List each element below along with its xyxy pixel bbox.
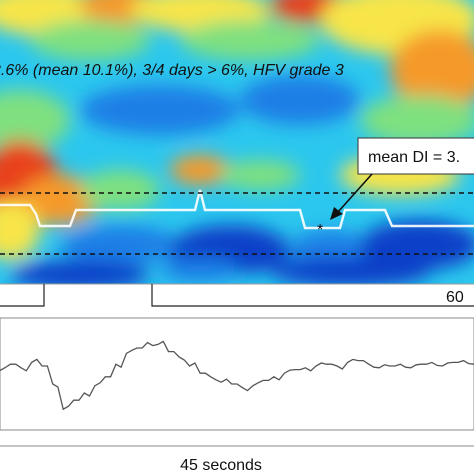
heatmap-blob — [180, 20, 320, 60]
trace-panel — [0, 317, 474, 431]
callout: mean DI = 3. — [330, 137, 474, 220]
heatmap-blob — [0, 90, 70, 150]
heatmap-blob — [390, 30, 474, 110]
heatmap-blobs — [0, 0, 474, 284]
heatmap-blob — [220, 160, 300, 190]
bracket-right-label: 60 — [446, 289, 464, 306]
trace-line — [0, 340, 474, 411]
heatmap-blob — [10, 260, 150, 284]
heatmap-blob — [160, 258, 240, 282]
heatmap-blob — [60, 225, 180, 265]
callout-arrow-line — [337, 173, 373, 213]
heatmap-blob — [30, 20, 150, 60]
heatmap-blob — [360, 95, 474, 145]
heatmap-blob — [170, 155, 230, 185]
heatmap-blob — [240, 75, 360, 125]
heatmap-blob — [270, 257, 430, 284]
bracket-right — [151, 284, 474, 307]
heatmap-blob — [80, 170, 160, 210]
x-axis-label: 45 seconds — [180, 457, 262, 474]
heatmap-blob — [20, 175, 100, 225]
trace-panel-frame — [0, 317, 474, 431]
asterisk-marker: * — [317, 222, 323, 239]
heatmap-blob — [0, 200, 40, 260]
heatmap-panel — [0, 0, 474, 284]
heatmap-white-trace — [0, 189, 474, 230]
heatmap-blob — [80, 85, 240, 135]
callout-label: mean DI = 3. — [368, 149, 460, 166]
callout-arrow-head — [330, 207, 343, 220]
heatmap-annotation: 2.6% (mean 10.1%), 3/4 days > 6%, HFV gr… — [0, 62, 344, 79]
bracket-left — [0, 284, 45, 307]
heatmap-blob — [360, 220, 474, 270]
callout-box — [357, 137, 474, 175]
